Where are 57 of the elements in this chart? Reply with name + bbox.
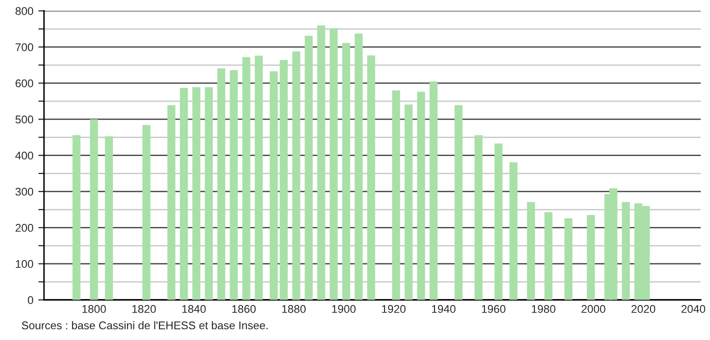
bar: [494, 143, 502, 300]
x-tick-label: 1800: [82, 305, 106, 313]
x-tick-label: 1820: [132, 305, 156, 313]
bar: [430, 81, 438, 300]
bar: [392, 90, 400, 300]
y-tick-label: 800: [16, 7, 34, 16]
bar: [454, 105, 463, 300]
bar: [367, 55, 376, 300]
x-tick-label: 1920: [382, 305, 406, 313]
bar: [280, 60, 288, 300]
x-tick-label: 2040: [681, 305, 706, 313]
bar: [254, 56, 263, 300]
y-tick-label: 700: [16, 43, 34, 52]
bar: [72, 135, 80, 300]
x-tick-label: 2020: [632, 305, 656, 313]
bar: [586, 214, 595, 300]
bar: [342, 43, 350, 300]
bar: [526, 202, 535, 300]
bar: [242, 57, 250, 300]
source-note: Sources : base Cassini de l'EHESS et base Insee.: [22, 321, 268, 330]
y-tick-label: 500: [16, 116, 34, 124]
y-tick-label: 600: [16, 79, 34, 88]
x-tick-label: 1900: [332, 305, 356, 313]
x-tick-label: 2000: [582, 305, 606, 313]
bar: [544, 212, 552, 300]
bar: [180, 88, 188, 300]
y-tick-label: 200: [16, 224, 34, 232]
bar: [217, 68, 226, 300]
y-tick-label: 100: [16, 260, 34, 268]
bar: [417, 92, 426, 300]
bar: [204, 87, 213, 300]
bar: [270, 71, 278, 300]
bar: [90, 119, 98, 300]
bar: [404, 104, 413, 300]
bar: [142, 125, 150, 300]
bar: [317, 25, 326, 300]
x-tick-label: 1960: [482, 305, 506, 313]
x-tick-label: 1840: [182, 305, 206, 313]
bar: [104, 136, 113, 300]
x-tick-label: 1880: [282, 305, 306, 313]
bar: [192, 87, 200, 300]
y-tick-label: 400: [15, 152, 34, 160]
bar: [564, 218, 572, 300]
bar: [167, 105, 176, 300]
x-tick-label: 1860: [232, 305, 256, 313]
bar: [230, 70, 238, 300]
x-tick-label: 1980: [532, 305, 556, 313]
y-tick-label: 300: [15, 188, 34, 196]
x-tick-label: 1940: [432, 305, 456, 313]
bar: [330, 28, 338, 300]
bar: [354, 34, 363, 300]
bar: [292, 51, 300, 300]
y-tick-label: 0: [28, 296, 34, 304]
bar: [622, 202, 630, 300]
bar: [304, 36, 313, 300]
bar: [509, 162, 518, 300]
bar: [474, 135, 483, 300]
